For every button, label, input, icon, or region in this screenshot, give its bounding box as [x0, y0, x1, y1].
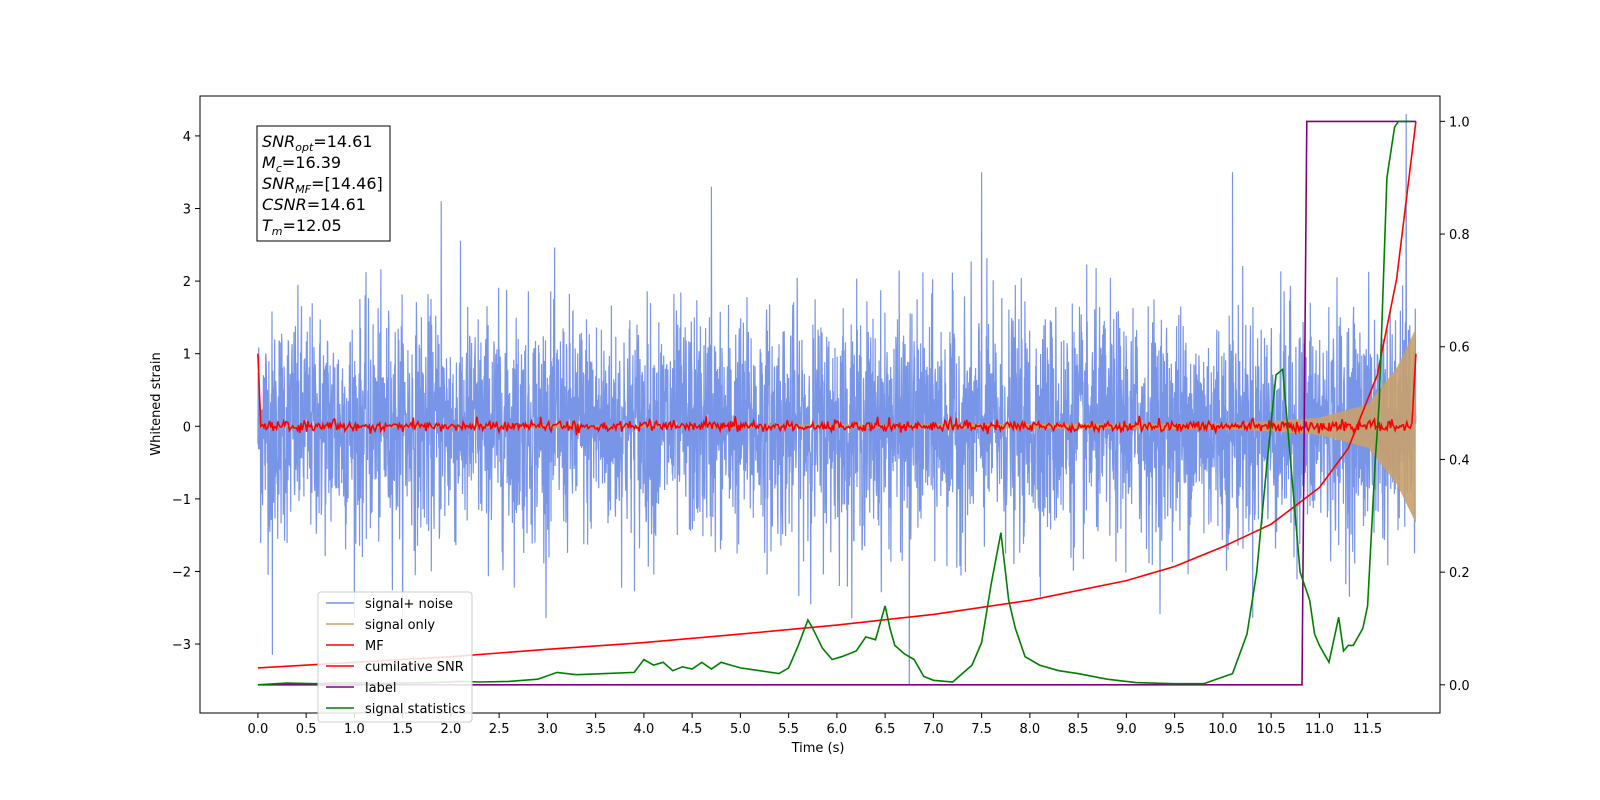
- x-tick-label: 6.0: [827, 722, 848, 737]
- y-tick-label: −2: [172, 565, 191, 580]
- legend-label: signal only: [365, 618, 435, 633]
- annotation-line: Mc=16.39: [262, 153, 341, 175]
- annotation-symbol: T: [262, 216, 273, 235]
- legend-label: cumilative SNR: [365, 660, 464, 675]
- x-tick-label: 9.5: [1164, 722, 1185, 737]
- series-cumilative-snr-line: [257, 121, 1417, 669]
- x-tick-label: 7.0: [923, 722, 944, 737]
- x-tick-label: 8.0: [1020, 722, 1041, 737]
- x-tick-label: 4.5: [682, 722, 703, 737]
- annotation-line: SNRMF=[14.46]: [262, 174, 383, 196]
- legend-label: MF: [365, 639, 384, 654]
- annotation-line: CSNR=14.61: [262, 195, 366, 214]
- annotation-subscript: c: [276, 162, 282, 175]
- x-tick-label: 5.0: [730, 722, 751, 737]
- y-tick-label: 4: [183, 130, 191, 145]
- y2-tick-label: 0.0: [1449, 679, 1470, 694]
- annotation-value: =14.61: [313, 132, 372, 151]
- y2-tick-label: 1.0: [1449, 115, 1470, 130]
- y-tick-label: −3: [172, 638, 191, 653]
- annotation-subscript: MF: [295, 183, 311, 196]
- x-tick-label: 10.5: [1257, 722, 1286, 737]
- x-tick-label: 8.5: [1068, 722, 1089, 737]
- annotation-line: SNRopt=14.61: [262, 132, 373, 154]
- annotation-value: =[14.46]: [311, 174, 383, 193]
- annotation-symbol: M: [262, 153, 276, 172]
- y-tick-label: −1: [172, 493, 191, 508]
- legend-label: signal statistics: [365, 702, 466, 717]
- annotation-symbol: CSNR: [262, 195, 307, 214]
- y-axis-right: 0.0 0.2 0.4 0.6 0.8 1.0: [1440, 115, 1470, 694]
- x-tick-label: 0.0: [248, 722, 269, 737]
- x-axis: 0.0 0.5 1.0 1.5 2.0 2.5 3.0 3.5 4.0 4.5 5.0 5.5 6.0 6…: [248, 713, 1382, 737]
- legend-label: signal+ noise: [365, 597, 453, 612]
- x-tick-label: 3.5: [585, 722, 606, 737]
- x-tick-label: 5.5: [778, 722, 799, 737]
- series-signal-statistics-line: [257, 120, 1412, 686]
- annotation-value: =16.39: [282, 153, 341, 172]
- series-mf-line: [257, 353, 1417, 436]
- x-tick-label: 7.5: [971, 722, 992, 737]
- annotation-box: SNRopt=14.61Mc=16.39SNRMF=[14.46]CSNR=14…: [256, 125, 391, 242]
- x-tick-label: 6.5: [875, 722, 896, 737]
- x-tick-label: 2.0: [441, 722, 462, 737]
- plot-frame: [199, 95, 1441, 714]
- x-tick-label: 2.5: [489, 722, 510, 737]
- annotation-symbol: SNR: [262, 132, 295, 151]
- x-tick-label: 10.0: [1208, 722, 1237, 737]
- x-tick-label: 1.0: [344, 722, 365, 737]
- annotation-symbol: SNR: [262, 174, 295, 193]
- annotation-line: Tm=12.05: [262, 216, 342, 238]
- y-tick-label: 0: [183, 420, 191, 435]
- x-tick-label: 0.5: [296, 722, 317, 737]
- annotation-subscript: opt: [295, 141, 314, 154]
- x-tick-label: 11.0: [1305, 722, 1334, 737]
- y-tick-label: 3: [183, 203, 191, 218]
- x-tick-label: 9.0: [1116, 722, 1137, 737]
- y-tick-label: 1: [183, 348, 191, 363]
- y2-tick-label: 0.8: [1449, 228, 1470, 243]
- x-tick-label: 11.5: [1353, 722, 1382, 737]
- y2-tick-label: 0.6: [1449, 341, 1470, 356]
- series-label-line: [257, 120, 1416, 686]
- legend-label: label: [365, 681, 396, 696]
- x-tick-label: 1.5: [392, 722, 413, 737]
- series-layer: [257, 114, 1417, 686]
- x-tick-label: 4.0: [634, 722, 655, 737]
- y-axis-left: −3 −2 −1 0 1 2 3 4: [172, 130, 200, 653]
- annotation-value: =12.05: [283, 216, 342, 235]
- y2-tick-label: 0.2: [1449, 566, 1470, 581]
- legend-frame: [317, 591, 473, 723]
- y-tick-label: 2: [183, 275, 191, 290]
- x-axis-label: Time (s): [791, 741, 845, 756]
- y2-tick-label: 0.4: [1449, 453, 1470, 468]
- x-tick-label: 3.0: [537, 722, 558, 737]
- legend: signal+ noise signal only MF cumilative SNR…: [317, 591, 473, 723]
- annotation-value: =14.61: [307, 195, 366, 214]
- y-axis-label: Whitened strain: [149, 352, 164, 455]
- annotation-subscript: m: [272, 225, 283, 238]
- annotation-frame: [256, 125, 391, 242]
